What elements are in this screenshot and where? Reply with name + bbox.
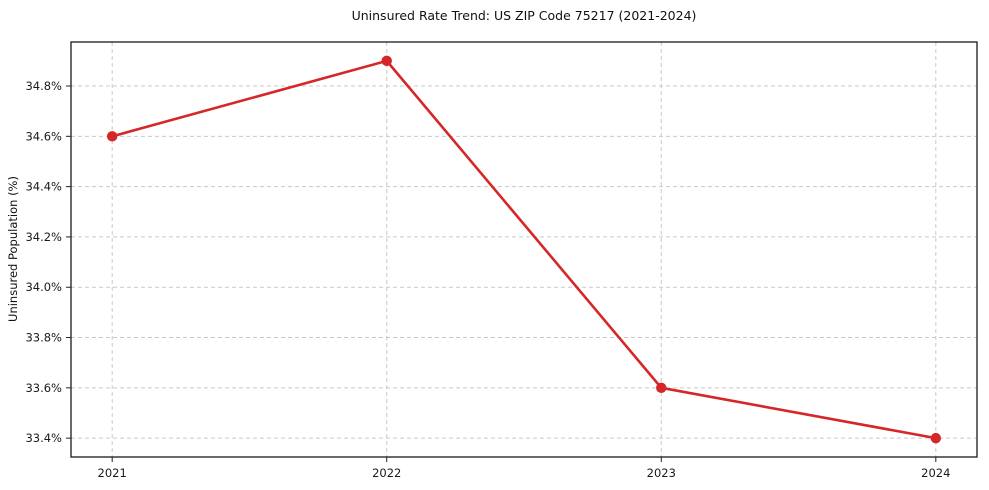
y-tick-label: 33.8% <box>25 331 62 345</box>
y-tick-label: 34.6% <box>25 129 62 143</box>
x-tick-label: 2021 <box>98 466 127 480</box>
data-point <box>381 55 392 67</box>
y-tick-label: 33.6% <box>25 381 62 395</box>
x-tick-label: 2023 <box>647 466 676 480</box>
x-tick-label: 2022 <box>372 466 401 480</box>
y-tick-label: 34.8% <box>25 79 62 93</box>
chart-title: Uninsured Rate Trend: US ZIP Code 75217 … <box>351 8 697 23</box>
trend-line <box>110 59 938 440</box>
y-tick-label: 33.4% <box>25 431 62 445</box>
x-tick-label: 2024 <box>921 466 950 480</box>
y-tick-label: 34.2% <box>25 230 62 244</box>
data-point <box>930 432 942 444</box>
data-point <box>656 382 667 394</box>
plot-border <box>70 41 978 458</box>
y-tick-label: 34.0% <box>25 280 62 294</box>
y-tick-label: 34.4% <box>25 180 62 194</box>
data-point <box>106 131 118 142</box>
